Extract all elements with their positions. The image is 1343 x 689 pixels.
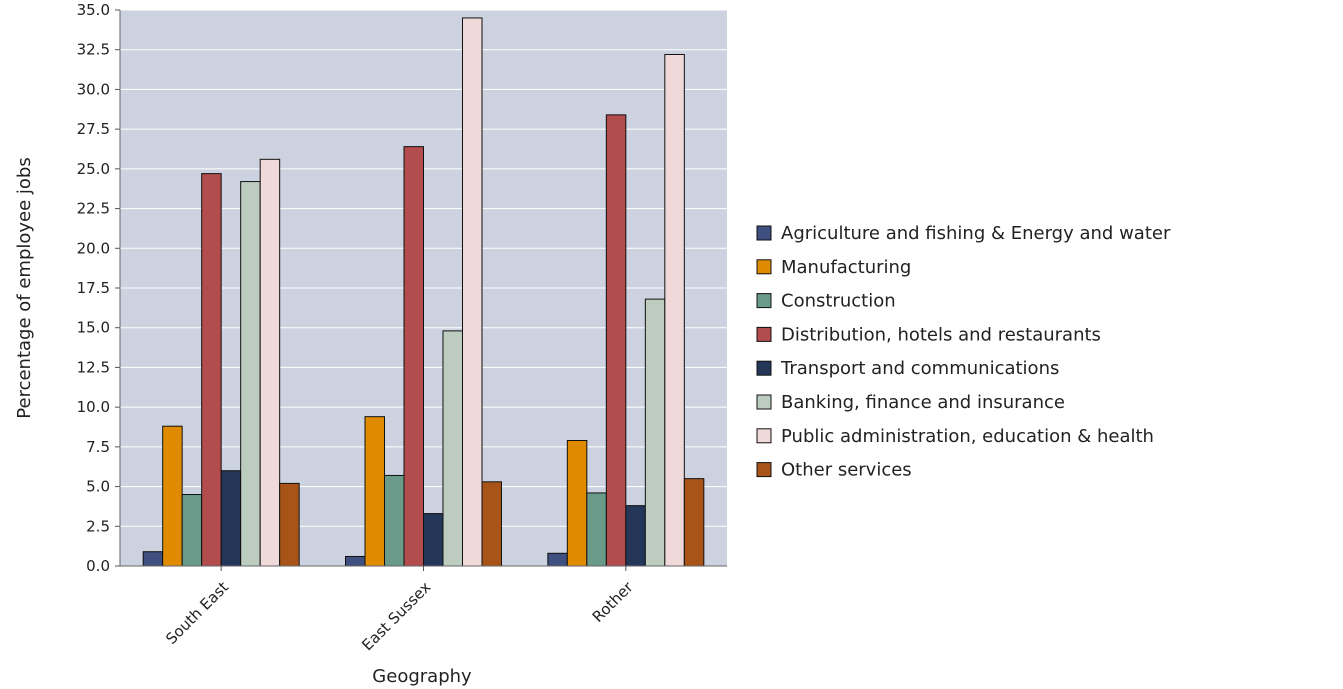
y-tick-label: 7.5 [86,438,110,456]
legend-label: Banking, finance and insurance [781,392,1065,413]
y-axis-title: Percentage of employee jobs [14,157,35,418]
axes [115,9,727,571]
legend-swatch [756,394,772,410]
legend-label: Construction [781,291,896,312]
legend-label: Distribution, hotels and restaurants [781,324,1101,345]
legend-swatch [756,462,772,478]
bar [462,17,483,567]
legend: Agriculture and fishing & Energy and wat… [756,223,1171,481]
y-tick-label: 10.0 [77,398,110,416]
bar [142,551,164,567]
y-tick-label: 35.0 [77,1,110,19]
y-tick-label: 32.5 [77,41,110,59]
bar [442,330,463,567]
legend-swatch [756,360,772,376]
bar [345,555,366,567]
legend-label: Other services [781,460,912,481]
y-tick-label: 5.0 [86,478,110,496]
legend-label: Public administration, education & healt… [781,426,1154,447]
bar [605,114,627,567]
bar [259,158,281,567]
legend-label: Transport and communications [780,358,1059,379]
bar [220,470,242,567]
legend-swatch [756,326,772,342]
x-tick-labels: South East East Sussex Rother [162,578,637,655]
bar [384,474,405,567]
legend-label: Manufacturing [781,257,911,278]
y-tick-label: 12.5 [77,358,110,376]
bar [162,425,183,567]
bar [644,298,666,567]
y-tick-label: 0.0 [86,557,110,575]
y-tick-label: 30.0 [77,80,110,98]
bar [586,492,607,567]
bar [566,440,588,567]
bar [181,494,203,567]
y-tick-label: 2.5 [86,517,110,535]
bar [664,53,685,567]
legend-label: Agriculture and fishing & Energy and wat… [781,223,1171,244]
bar [683,478,705,567]
y-tick-label: 17.5 [77,279,110,297]
bar [279,482,300,567]
legend-swatch [756,428,772,444]
bar [423,513,444,567]
x-tick-label: East Sussex [358,578,434,654]
y-tick-label: 27.5 [77,120,110,138]
bar [201,173,222,567]
bar [547,552,568,567]
bar [481,481,502,567]
legend-swatch [756,293,772,309]
y-tick-label: 15.0 [77,319,110,337]
x-tick-label: Rother [589,578,637,626]
y-tick-label: 20.0 [77,239,110,257]
y-tick-label: 22.5 [77,200,110,218]
bar [403,146,424,567]
x-axis-title: Geography [372,666,472,687]
x-tick-label: South East [162,578,232,648]
legend-swatch [756,225,772,241]
y-tick-label: 25.0 [77,160,110,178]
y-tick-labels: 0.0 2.5 5.0 7.5 10.0 12.5 15.0 17.5 20.0 22.5 25.0… [77,1,110,575]
bar [625,505,646,567]
bar [364,416,385,567]
bar [240,181,261,567]
legend-swatch [756,259,772,275]
